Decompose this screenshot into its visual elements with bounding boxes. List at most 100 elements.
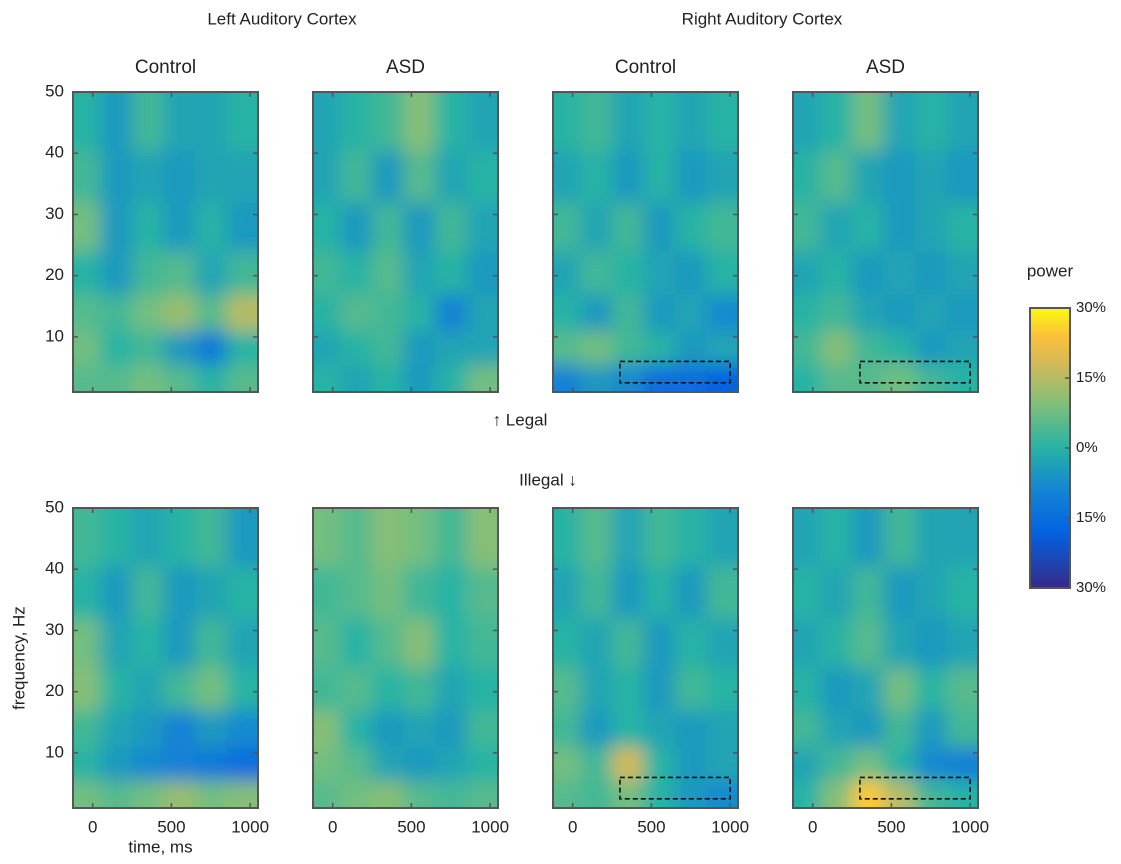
heatmap-cell — [466, 92, 498, 151]
heatmap-cell — [612, 667, 645, 711]
colorbar — [1029, 307, 1071, 589]
colorbar-tick-label: 0% — [1076, 439, 1098, 456]
y-tick-label: 40 — [45, 143, 64, 162]
heatmap-cell — [553, 92, 582, 151]
heatmap-cell — [163, 294, 196, 332]
heatmap-cell — [643, 780, 676, 808]
panel-title: ASD — [866, 57, 905, 78]
heatmap-cell — [163, 251, 196, 295]
heatmap-cell — [372, 566, 405, 619]
heatmap-cell — [340, 710, 373, 748]
heatmap-cell — [372, 330, 405, 365]
heatmap-cell — [793, 364, 822, 392]
heatmap-cell — [852, 618, 885, 668]
heatmap-cell — [915, 746, 948, 781]
heatmap-cell — [163, 667, 196, 711]
panel-title: Control — [135, 57, 196, 78]
heatmap-cell — [163, 780, 196, 808]
heatmap-cells — [553, 92, 738, 392]
heatmap-cell — [915, 710, 948, 748]
heatmap-cell — [915, 92, 948, 151]
heatmap-cell — [643, 150, 676, 203]
heatmap-cell — [643, 202, 676, 252]
heatmap-cell — [643, 746, 676, 781]
panel-frame — [312, 91, 499, 393]
heatmap-cell — [372, 150, 405, 203]
heatmap-cell — [163, 92, 196, 151]
heatmap-cell — [852, 92, 885, 151]
heatmap-cell — [226, 202, 258, 252]
heatmap-cell — [100, 667, 133, 711]
heatmap — [313, 508, 498, 808]
heatmap-cell — [706, 667, 738, 711]
heatmap-cell — [100, 364, 133, 392]
heatmap-cell — [100, 746, 133, 781]
heatmap-cells — [73, 508, 258, 808]
x-tick-label: 0 — [328, 817, 337, 836]
heatmap-cell — [100, 294, 133, 332]
panel-frame — [312, 507, 499, 809]
heatmap-cell — [643, 294, 676, 332]
heatmap-cell — [435, 294, 468, 332]
heatmap-cell — [580, 364, 613, 392]
heatmap-cell — [706, 202, 738, 252]
heatmap-cell — [372, 780, 405, 808]
heatmap-cell — [195, 710, 228, 748]
heatmap-cell — [403, 566, 436, 619]
heatmap-cell — [883, 710, 916, 748]
heatmap-cell — [820, 746, 853, 781]
heatmap-cell — [675, 508, 708, 567]
heatmap-cell — [403, 251, 436, 295]
heatmap-cell — [372, 251, 405, 295]
heatmap-cell — [612, 294, 645, 332]
heatmap — [793, 92, 978, 392]
heatmap-cell — [132, 618, 165, 668]
heatmap-cell — [946, 364, 978, 392]
heatmap-cell — [195, 618, 228, 668]
colorbar-tick-label: 15% — [1076, 509, 1106, 526]
heatmap-cell — [675, 780, 708, 808]
heatmap-cell — [852, 566, 885, 619]
heatmap-cell — [132, 508, 165, 567]
heatmap-cell — [313, 667, 342, 711]
heatmap-cell — [820, 508, 853, 567]
heatmap-cell — [313, 202, 342, 252]
heatmap-cell — [403, 330, 436, 365]
heatmap-cell — [675, 294, 708, 332]
heatmap-cell — [915, 566, 948, 619]
heatmap-cell — [643, 667, 676, 711]
heatmap-cell — [73, 294, 102, 332]
heatmap-cell — [852, 746, 885, 781]
heatmap-cell — [340, 330, 373, 365]
heatmap-cell — [793, 508, 822, 567]
heatmap-cell — [226, 780, 258, 808]
heatmap-cells — [313, 508, 498, 808]
heatmap-cell — [403, 202, 436, 252]
heatmap-cell — [313, 566, 342, 619]
heatmap-cell — [915, 667, 948, 711]
x-tick-label: 1000 — [951, 817, 989, 836]
heatmap-cell — [553, 780, 582, 808]
group-title: Right Auditory Cortex — [682, 9, 843, 28]
heatmap-cell — [883, 294, 916, 332]
heatmap-cell — [340, 150, 373, 203]
heatmap-cell — [313, 508, 342, 567]
heatmap-cell — [706, 566, 738, 619]
heatmap-cell — [403, 618, 436, 668]
highlight-box — [619, 360, 731, 384]
heatmap-cell — [852, 508, 885, 567]
heatmap-cell — [132, 294, 165, 332]
heatmap-cell — [466, 364, 498, 392]
heatmap-cell — [435, 667, 468, 711]
heatmap-cell — [915, 202, 948, 252]
heatmap-cell — [163, 746, 196, 781]
heatmap-cell — [612, 92, 645, 151]
heatmap-cell — [706, 294, 738, 332]
heatmap-cell — [675, 202, 708, 252]
heatmap-cell — [226, 667, 258, 711]
heatmap — [793, 508, 978, 808]
heatmap-cell — [915, 364, 948, 392]
heatmap-cell — [675, 710, 708, 748]
heatmap-cell — [706, 710, 738, 748]
heatmap-cell — [612, 150, 645, 203]
